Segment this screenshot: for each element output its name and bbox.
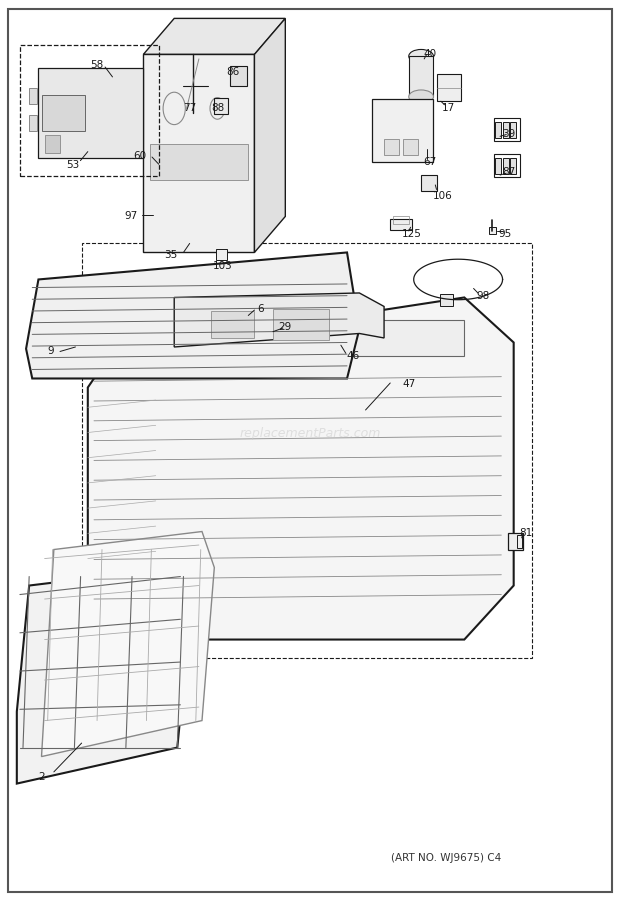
Polygon shape (254, 19, 285, 253)
Polygon shape (88, 299, 514, 640)
Bar (494, 119, 520, 142)
Bar (402, 140, 418, 156)
Text: 98: 98 (476, 290, 489, 300)
Text: 53: 53 (66, 160, 79, 170)
Text: 86: 86 (226, 67, 239, 77)
Polygon shape (174, 294, 384, 347)
Bar (390, 220, 412, 231)
Text: replacementParts.com: replacementParts.com (239, 427, 381, 439)
Polygon shape (143, 19, 285, 55)
Bar (495, 123, 502, 139)
Bar (510, 123, 516, 139)
Text: 46: 46 (347, 351, 360, 361)
Polygon shape (143, 55, 254, 253)
Bar (440, 295, 453, 307)
Text: 39: 39 (502, 129, 515, 139)
Text: 103: 103 (213, 261, 232, 271)
Ellipse shape (409, 91, 433, 105)
Bar (409, 57, 433, 97)
Text: 88: 88 (211, 103, 224, 113)
Bar (393, 217, 409, 225)
Text: 40: 40 (424, 49, 437, 59)
Bar (29, 88, 37, 105)
Bar (489, 228, 497, 235)
Bar (42, 96, 85, 132)
Bar (372, 100, 433, 163)
Bar (211, 311, 254, 338)
Text: 17: 17 (442, 103, 456, 113)
Bar (503, 123, 509, 139)
Text: 125: 125 (402, 228, 422, 238)
Text: 81: 81 (520, 527, 533, 537)
Bar (82, 244, 532, 658)
Text: 60: 60 (134, 151, 147, 161)
Text: 35: 35 (164, 250, 178, 260)
Text: 9: 9 (48, 345, 54, 355)
Bar (149, 145, 248, 181)
Bar (510, 159, 516, 175)
Text: 47: 47 (402, 379, 415, 389)
Bar (38, 69, 143, 159)
Text: (ART NO. WJ9675) C4: (ART NO. WJ9675) C4 (391, 852, 501, 862)
Bar (516, 536, 521, 548)
Bar (215, 98, 228, 115)
Text: 6: 6 (257, 304, 264, 314)
Text: 106: 106 (433, 190, 453, 200)
Polygon shape (17, 568, 190, 784)
Text: 2: 2 (38, 771, 45, 781)
Ellipse shape (409, 51, 433, 64)
Bar (273, 309, 329, 340)
Text: 87: 87 (502, 167, 515, 177)
Bar (503, 159, 509, 175)
Text: 58: 58 (91, 60, 104, 70)
Bar (494, 155, 520, 178)
Bar (421, 176, 436, 192)
Bar (118, 325, 193, 347)
Bar (230, 67, 247, 87)
Text: 29: 29 (278, 322, 292, 332)
Bar (20, 46, 159, 177)
Polygon shape (26, 253, 360, 379)
Bar (436, 75, 461, 102)
Bar (216, 250, 228, 261)
Text: 77: 77 (183, 103, 197, 113)
Bar (29, 115, 37, 132)
Bar (495, 159, 502, 175)
Bar (384, 140, 399, 156)
Bar (106, 320, 464, 356)
Bar (508, 534, 523, 550)
Bar (45, 136, 60, 154)
Text: 97: 97 (125, 210, 138, 220)
Polygon shape (42, 532, 215, 757)
Text: 95: 95 (498, 228, 511, 238)
Text: 67: 67 (423, 156, 437, 167)
